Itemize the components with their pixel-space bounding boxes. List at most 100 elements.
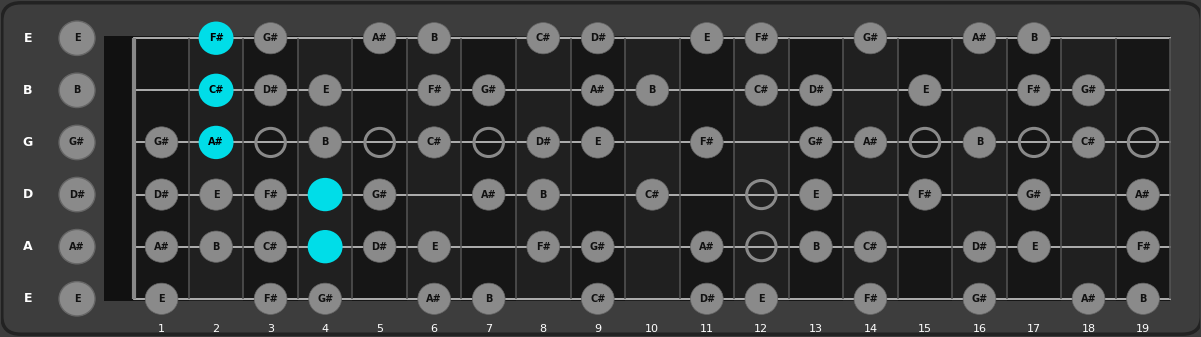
Circle shape — [309, 75, 341, 106]
Circle shape — [527, 179, 560, 210]
Circle shape — [854, 283, 886, 314]
Text: A: A — [23, 240, 32, 253]
Circle shape — [59, 177, 95, 212]
Circle shape — [1017, 75, 1051, 106]
Text: B: B — [485, 294, 492, 304]
Circle shape — [1017, 231, 1051, 262]
Text: C#: C# — [1081, 137, 1097, 148]
Text: A#: A# — [699, 242, 715, 252]
Text: G#: G# — [68, 137, 85, 148]
Text: B: B — [322, 137, 329, 148]
Text: G#: G# — [317, 294, 333, 304]
Text: C#: C# — [426, 137, 442, 148]
Text: C#: C# — [862, 242, 878, 252]
Text: G#: G# — [590, 242, 605, 252]
Text: B: B — [213, 242, 220, 252]
Circle shape — [59, 21, 95, 55]
Circle shape — [364, 23, 396, 54]
Text: 3: 3 — [267, 324, 274, 334]
Circle shape — [637, 179, 669, 210]
Circle shape — [800, 179, 832, 210]
Text: E: E — [813, 189, 819, 200]
Circle shape — [472, 179, 506, 210]
Bar — [1062, 36, 1116, 301]
Text: C#: C# — [590, 294, 605, 304]
Circle shape — [1072, 75, 1105, 106]
Bar — [1006, 36, 1062, 301]
Text: 15: 15 — [918, 324, 932, 334]
Circle shape — [745, 283, 778, 314]
Circle shape — [854, 127, 886, 158]
Circle shape — [581, 75, 614, 106]
Text: C#: C# — [754, 85, 769, 95]
Text: G#: G# — [154, 137, 169, 148]
Text: A#: A# — [154, 242, 169, 252]
Bar — [897, 36, 952, 301]
Text: D#: D# — [972, 242, 987, 252]
Text: B: B — [539, 189, 546, 200]
Circle shape — [59, 73, 95, 108]
Circle shape — [963, 23, 996, 54]
Text: E: E — [159, 294, 165, 304]
Circle shape — [527, 23, 560, 54]
Circle shape — [1127, 283, 1159, 314]
Bar — [734, 36, 789, 301]
Text: D#: D# — [371, 242, 388, 252]
Text: 12: 12 — [754, 324, 769, 334]
Text: 4: 4 — [322, 324, 329, 334]
Circle shape — [963, 231, 996, 262]
Circle shape — [255, 75, 287, 106]
Circle shape — [581, 127, 614, 158]
Bar — [516, 36, 570, 301]
Circle shape — [59, 125, 95, 160]
Text: E: E — [704, 33, 710, 43]
Text: C#: C# — [645, 189, 661, 200]
Circle shape — [418, 23, 450, 54]
Text: 11: 11 — [700, 324, 713, 334]
Text: F#: F# — [864, 294, 878, 304]
Circle shape — [527, 127, 560, 158]
Circle shape — [963, 283, 996, 314]
Bar — [352, 36, 407, 301]
Circle shape — [527, 231, 560, 262]
Text: B: B — [812, 242, 819, 252]
Text: G: G — [23, 136, 34, 149]
Text: F#: F# — [699, 137, 715, 148]
Circle shape — [800, 127, 832, 158]
Circle shape — [418, 127, 450, 158]
Circle shape — [145, 127, 178, 158]
Text: G#: G# — [263, 33, 279, 43]
Bar — [244, 36, 298, 301]
Text: 6: 6 — [431, 324, 437, 334]
Circle shape — [145, 283, 178, 314]
Circle shape — [1127, 231, 1159, 262]
Text: C#: C# — [536, 33, 551, 43]
Circle shape — [854, 23, 886, 54]
Text: B: B — [1030, 33, 1038, 43]
Text: E: E — [758, 294, 765, 304]
Text: G#: G# — [862, 33, 878, 43]
Circle shape — [145, 231, 178, 262]
Circle shape — [691, 283, 723, 314]
Text: F#: F# — [209, 33, 223, 43]
Text: F#: F# — [918, 189, 932, 200]
Circle shape — [909, 179, 942, 210]
Text: A#: A# — [1135, 189, 1151, 200]
Circle shape — [418, 75, 450, 106]
Circle shape — [199, 179, 233, 210]
Text: B: B — [1140, 294, 1147, 304]
Circle shape — [199, 231, 233, 262]
Bar — [843, 36, 897, 301]
Circle shape — [418, 283, 450, 314]
Text: G#: G# — [371, 189, 388, 200]
Text: A#: A# — [480, 189, 496, 200]
Circle shape — [691, 23, 723, 54]
Text: E: E — [322, 85, 328, 95]
Circle shape — [691, 231, 723, 262]
Text: D#: D# — [590, 33, 605, 43]
Circle shape — [59, 229, 95, 264]
Text: 9: 9 — [594, 324, 602, 334]
Bar — [680, 36, 734, 301]
Text: A#: A# — [972, 33, 987, 43]
Text: 17: 17 — [1027, 324, 1041, 334]
